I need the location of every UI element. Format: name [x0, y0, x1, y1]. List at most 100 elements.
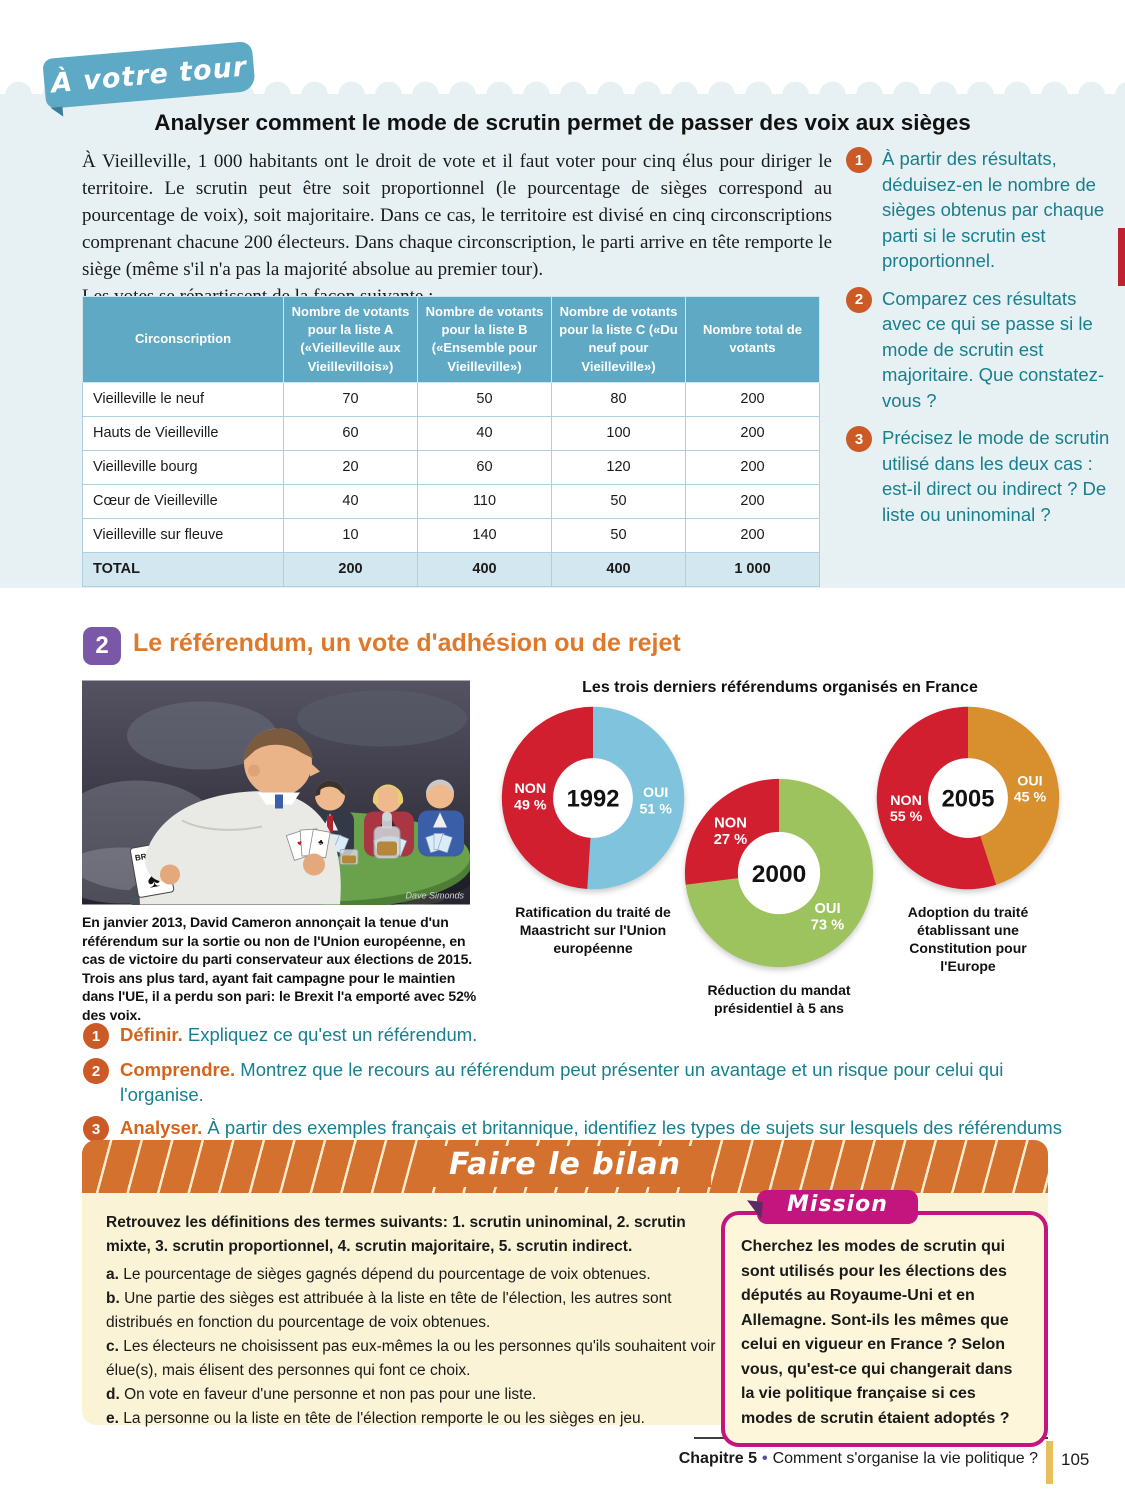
- panel-scalloped-edge: [0, 81, 1125, 95]
- cell: 40: [283, 483, 418, 519]
- cell: 10: [283, 517, 418, 553]
- bilan-item: b. Une partie des sièges est attribuée à…: [106, 1287, 718, 1335]
- whisky-decanter: [339, 811, 401, 865]
- cell-total: 400: [417, 551, 552, 587]
- table-header-row: Circonscription Nombre de votants pour l…: [82, 296, 820, 383]
- question-number-badge: 3: [83, 1116, 109, 1142]
- intro-paragraph: À Vieilleville, 1 000 habitants ont le d…: [82, 151, 832, 280]
- pie-slice-label: 27 %: [714, 832, 747, 848]
- cell-total: 400: [551, 551, 686, 587]
- item-letter: e.: [106, 1410, 119, 1427]
- activity2-questions: 1 Définir. Expliquez ce qu'est un référe…: [83, 1022, 1068, 1173]
- cell: 50: [551, 483, 686, 519]
- question-item: 3 Précisez le mode de scrutin utilisé da…: [846, 425, 1116, 527]
- activity1-title: Analyser comment le mode de scrutin perm…: [154, 110, 971, 135]
- question-verb: Comprendre.: [120, 1059, 236, 1080]
- col-header-total: Nombre total de votants: [685, 296, 820, 383]
- pie-slice-label: OUI: [814, 901, 840, 917]
- bilan-item: a. Le pourcentage de sièges gagnés dépen…: [106, 1263, 718, 1287]
- bilan-banner-title: Faire le bilan: [419, 1146, 711, 1187]
- cell: 200: [685, 449, 820, 485]
- bilan-item: c. Les électeurs ne choisissent pas eux-…: [106, 1335, 718, 1383]
- svg-text:♥: ♥: [296, 838, 304, 848]
- svg-text:♣: ♣: [317, 837, 324, 847]
- cell: Vieilleville sur fleuve: [82, 517, 284, 553]
- bilan-item: e. La personne ou la liste en tête de l'…: [106, 1407, 718, 1431]
- cell: 120: [551, 449, 686, 485]
- cartoon-caption: En janvier 2013, David Cameron annonçait…: [82, 914, 477, 1023]
- pie-slice-label: 51 %: [639, 801, 672, 817]
- cell: 50: [551, 517, 686, 553]
- cell: 200: [685, 381, 820, 417]
- item-letter: d.: [106, 1386, 120, 1403]
- question-number-badge: 1: [846, 147, 872, 173]
- question-number-badge: 2: [846, 286, 872, 313]
- footer-chapter-title: Comment s'organise la vie politique ?: [772, 1450, 1038, 1467]
- question-verb: Analyser.: [120, 1117, 203, 1138]
- question-text: Comparez ces résultats avec ce qui se pa…: [882, 287, 1105, 411]
- question-item: 2 Comparez ces résultats avec ce qui se …: [846, 286, 1116, 414]
- question-body: Montrez que le recours au référendum peu…: [120, 1059, 1004, 1105]
- cell: Cœur de Vieilleville: [82, 483, 284, 519]
- item-letter: a.: [106, 1266, 119, 1283]
- brexit-cartoon: BREXIT ♠ ♥ ♣: [82, 680, 470, 905]
- question-item: 2 Comprendre. Montrez que le recours au …: [83, 1057, 1068, 1107]
- question-text: À partir des résultats, déduisez-en le n…: [882, 148, 1105, 271]
- item-text: Les électeurs ne choisissent pas eux-mêm…: [106, 1338, 716, 1379]
- cell: 50: [417, 381, 552, 417]
- question-item: 1 Définir. Expliquez ce qu'est un référe…: [83, 1022, 1068, 1049]
- pie-slice-oui: [968, 706, 1060, 885]
- table-row: Vieilleville bourg 20 60 120 200: [82, 449, 820, 485]
- table-row: Hauts de Vieilleville 60 40 100 200: [82, 415, 820, 451]
- question-number-badge: 3: [846, 426, 872, 452]
- item-text: Le pourcentage de sièges gagnés dépend d…: [123, 1266, 651, 1283]
- section-number-badge: 2: [83, 627, 121, 665]
- tusk-figure: [418, 779, 464, 857]
- pie-slice-label: 73 %: [811, 917, 844, 933]
- pie-slice-oui: [587, 706, 685, 890]
- mission-tab: Mission: [757, 1190, 918, 1224]
- pie-slice-label: 55 %: [890, 809, 923, 825]
- question-text: Précisez le mode de scrutin utilisé dans…: [882, 427, 1110, 525]
- page-number: 105: [1061, 1450, 1090, 1469]
- table-row: Vieilleville sur fleuve 10 140 50 200: [82, 517, 820, 553]
- item-text: La personne ou la liste en tête de l'éle…: [123, 1410, 645, 1427]
- cell-total: 1 000: [685, 551, 820, 587]
- cell: 70: [283, 381, 418, 417]
- question-verb: Définir.: [120, 1024, 183, 1045]
- pie-center: [928, 758, 1008, 838]
- bilan-text-column: Retrouvez les définitions des termes sui…: [106, 1211, 718, 1431]
- activity1-intro: À Vieilleville, 1 000 habitants ont le d…: [82, 148, 832, 310]
- question-number-badge: 2: [83, 1058, 109, 1084]
- referendum-chart-2005: OUI 45 % NON 55 % 2005 Adoption du traité ét…: [873, 703, 1063, 975]
- cell-total: 200: [283, 551, 418, 587]
- pie-slice-non: [501, 706, 593, 890]
- footer-divider-bar: [1046, 1441, 1053, 1484]
- votes-table: Circonscription Nombre de votants pour l…: [82, 296, 820, 587]
- pie-center: [737, 831, 821, 915]
- chapter-edge-tab: [1118, 228, 1125, 286]
- cell: Vieilleville le neuf: [82, 381, 284, 417]
- mission-box: Cherchez les modes de scrutin qui sont u…: [721, 1211, 1048, 1447]
- pie-year-label: 2000: [752, 861, 807, 888]
- pie-caption: Réduction du mandat présidentiel à 5 ans: [707, 982, 851, 1016]
- referendum-chart-2000: OUI 73 % NON 27 % 2000 Réduction du mandat p…: [681, 775, 877, 1017]
- bilan-intro: Retrouvez les définitions des termes sui…: [106, 1214, 686, 1255]
- pie-slice-label: OUI: [643, 785, 668, 801]
- cell: 100: [551, 415, 686, 451]
- col-header-liste-b: Nombre de votants pour la liste B («Ense…: [417, 296, 552, 383]
- col-header-circonscription: Circonscription: [82, 296, 284, 383]
- bilan-item: d. On vote en faveur d'une personne et n…: [106, 1383, 718, 1407]
- table-total-row: TOTAL 200 400 400 1 000: [82, 551, 820, 587]
- table-row: Vieilleville le neuf 70 50 80 200: [82, 381, 820, 417]
- question-number-badge: 1: [83, 1023, 109, 1049]
- pie-slice-label: NON: [714, 815, 747, 831]
- pie-center: [553, 758, 633, 838]
- pie-year-label: 1992: [567, 786, 620, 813]
- question-text: Comprendre. Montrez que le recours au ré…: [120, 1057, 1068, 1107]
- pie-slice-label: 49 %: [514, 797, 547, 813]
- mission-text: Cherchez les modes de scrutin qui sont u…: [741, 1238, 1013, 1427]
- footer-chapter-number: Chapitre 5: [678, 1450, 757, 1467]
- cell-total: TOTAL: [82, 551, 284, 587]
